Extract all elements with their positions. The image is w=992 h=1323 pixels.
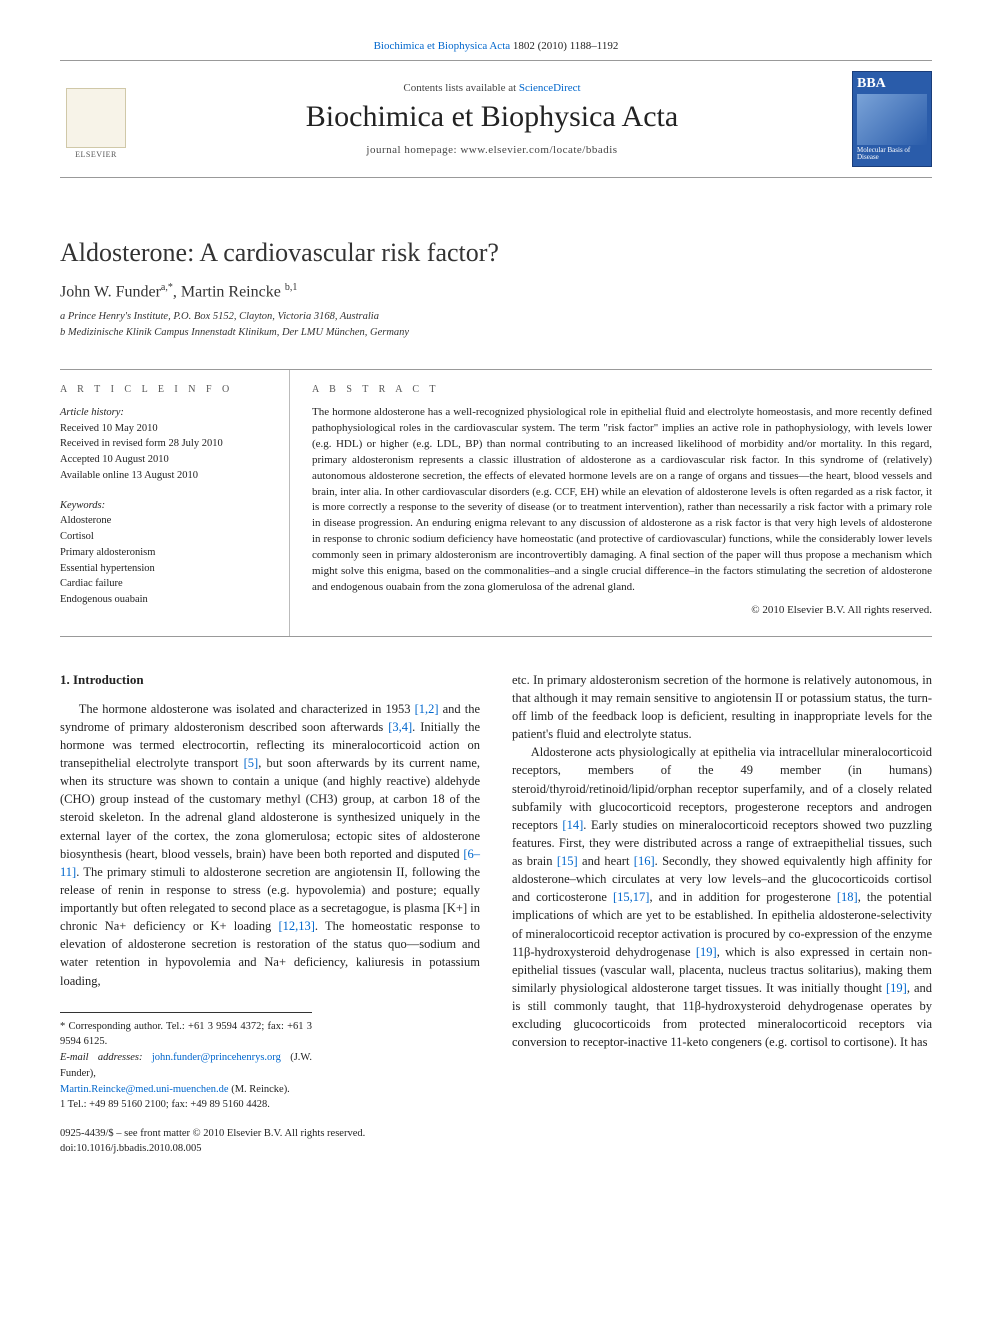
meta-row: A R T I C L E I N F O Article history: R… (60, 369, 932, 637)
contents-pre: Contents lists available at (403, 82, 518, 94)
email-link-2[interactable]: Martin.Reincke@med.uni-muenchen.de (60, 1084, 229, 1095)
bba-cover-title: BBA (857, 76, 927, 92)
section-1-head: 1. Introduction (60, 671, 480, 690)
abstract-text: The hormone aldosterone has a well-recog… (312, 405, 932, 596)
journal-name: Biochimica et Biophysica Acta (146, 100, 838, 134)
footnotes: * Corresponding author. Tel.: +61 3 9594… (60, 1012, 312, 1114)
body-columns: 1. Introduction The hormone aldosterone … (60, 671, 932, 1157)
article-title: Aldosterone: A cardiovascular risk facto… (60, 238, 932, 268)
keywords-label: Keywords: (60, 500, 105, 511)
ref-link[interactable]: [12,13] (278, 919, 314, 933)
history-label: Article history: (60, 407, 124, 418)
abstract-copyright: © 2010 Elsevier B.V. All rights reserved… (312, 604, 932, 616)
email-label: E-mail addresses: (60, 1052, 152, 1063)
author-1-sup: a,* (161, 282, 173, 293)
author-2-sup: b,1 (285, 282, 298, 293)
keyword: Endogenous ouabain (60, 594, 148, 605)
body-col-left: 1. Introduction The hormone aldosterone … (60, 671, 480, 1157)
intro-para-1: The hormone aldosterone was isolated and… (60, 700, 480, 990)
email-link-1[interactable]: john.funder@princehenrys.org (152, 1052, 281, 1063)
running-head: Biochimica et Biophysica Acta 1802 (2010… (60, 40, 932, 52)
title-section: Aldosterone: A cardiovascular risk facto… (60, 238, 932, 341)
intro-para-2: Aldosterone acts physiologically at epit… (512, 743, 932, 1051)
affiliation-b: b Medizinische Klinik Campus Innenstadt … (60, 325, 932, 341)
article-info: A R T I C L E I N F O Article history: R… (60, 370, 290, 636)
keyword: Cortisol (60, 531, 94, 542)
history-revised: Received in revised form 28 July 2010 (60, 438, 223, 449)
affiliation-a: a Prince Henry's Institute, P.O. Box 515… (60, 309, 932, 325)
history-accepted: Accepted 10 August 2010 (60, 454, 169, 465)
elsevier-tree-icon (66, 88, 126, 148)
journal-header: ELSEVIER Contents lists available at Sci… (60, 60, 932, 178)
journal-homepage: journal homepage: www.elsevier.com/locat… (146, 144, 838, 156)
elsevier-logo: ELSEVIER (60, 79, 132, 159)
author-1: John W. Funder (60, 283, 161, 300)
authors: John W. Fundera,*, Martin Reincke b,1 (60, 282, 932, 301)
article-info-header: A R T I C L E I N F O (60, 384, 271, 395)
abstract-header: A B S T R A C T (312, 384, 932, 395)
intro-para-1-cont: etc. In primary aldosteronism secretion … (512, 671, 932, 744)
contents-line: Contents lists available at ScienceDirec… (146, 82, 838, 94)
ref-link[interactable]: [1,2] (415, 702, 439, 716)
keyword: Essential hypertension (60, 563, 155, 574)
article-history: Article history: Received 10 May 2010 Re… (60, 405, 271, 484)
keyword: Aldosterone (60, 515, 111, 526)
ref-link[interactable]: [15] (557, 854, 578, 868)
doi: doi:10.1016/j.bbadis.2010.08.005 (60, 1142, 480, 1157)
ref-link[interactable]: [19] (696, 945, 717, 959)
doi-block: 0925-4439/$ – see front matter © 2010 El… (60, 1127, 480, 1156)
history-received: Received 10 May 2010 (60, 423, 158, 434)
sciencedirect-link[interactable]: ScienceDirect (519, 82, 581, 94)
bba-cover-subtitle: Molecular Basis of Disease (857, 147, 927, 162)
history-online: Available online 13 August 2010 (60, 470, 198, 481)
author-2: , Martin Reincke (173, 283, 285, 300)
keywords-block: Keywords: Aldosterone Cortisol Primary a… (60, 498, 271, 608)
email-line-2: Martin.Reincke@med.uni-muenchen.de (M. R… (60, 1082, 312, 1098)
ref-link[interactable]: [16] (634, 854, 655, 868)
front-matter: 0925-4439/$ – see front matter © 2010 El… (60, 1127, 480, 1142)
body-col-right: etc. In primary aldosteronism secretion … (512, 671, 932, 1157)
ref-link[interactable]: [3,4] (388, 720, 412, 734)
footnote-1: 1 Tel.: +49 89 5160 2100; fax: +49 89 51… (60, 1097, 312, 1113)
keyword: Cardiac failure (60, 578, 123, 589)
running-head-cite: 1802 (2010) 1188–1192 (513, 40, 619, 52)
email-line: E-mail addresses: john.funder@princehenr… (60, 1050, 312, 1082)
elsevier-label: ELSEVIER (75, 150, 117, 159)
ref-link[interactable]: [14] (562, 818, 583, 832)
ref-link[interactable]: [19] (886, 981, 907, 995)
ref-link[interactable]: [18] (837, 890, 858, 904)
bba-cover-icon: BBA Molecular Basis of Disease (852, 71, 932, 167)
abstract: A B S T R A C T The hormone aldosterone … (290, 370, 932, 636)
ref-link[interactable]: [5] (244, 756, 259, 770)
keyword: Primary aldosteronism (60, 547, 155, 558)
corresponding-author: * Corresponding author. Tel.: +61 3 9594… (60, 1019, 312, 1051)
running-head-link[interactable]: Biochimica et Biophysica Acta (374, 40, 511, 52)
ref-link[interactable]: [15,17] (613, 890, 649, 904)
header-center: Contents lists available at ScienceDirec… (146, 82, 838, 156)
bba-cover-art (857, 94, 927, 145)
